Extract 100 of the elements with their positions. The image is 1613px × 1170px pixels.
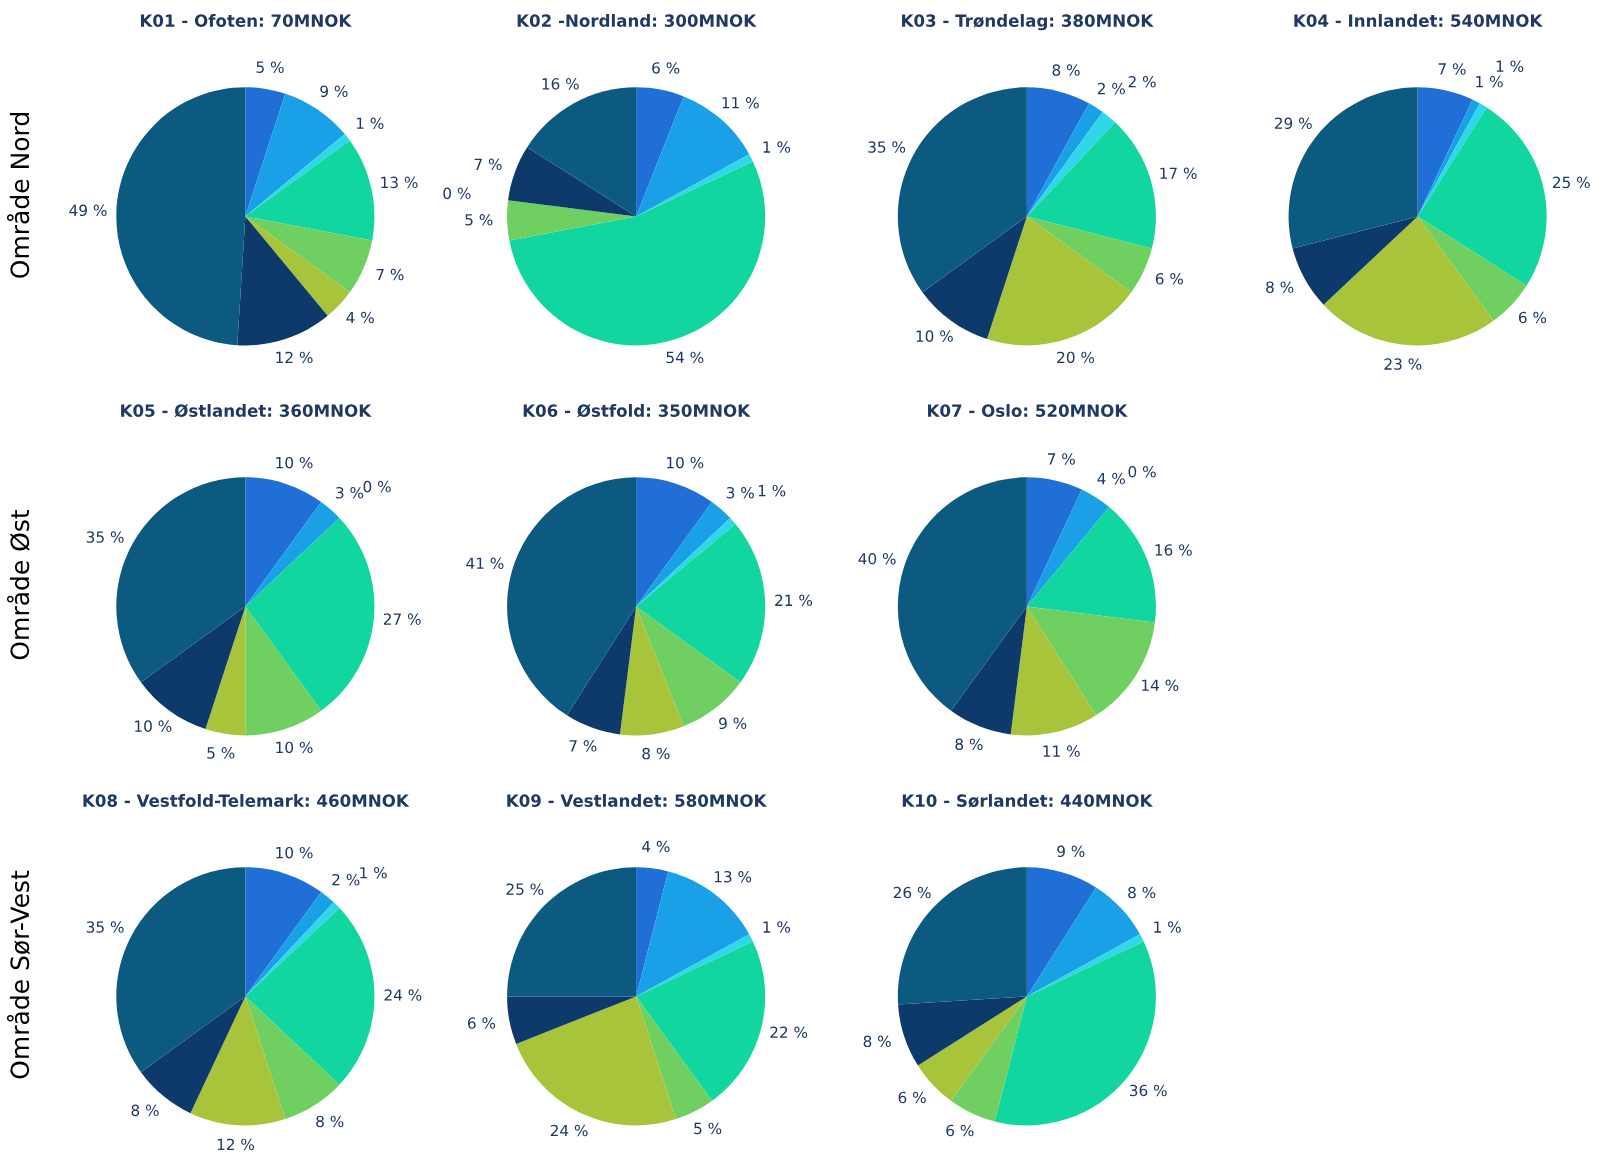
data-label: 6 % [652, 62, 680, 74]
pie-slice [245, 140, 375, 241]
data-label: 3 % [726, 486, 754, 499]
data-label: 10 % [276, 741, 313, 754]
pie-slice [245, 501, 340, 607]
pie-slice [1417, 107, 1547, 286]
data-label: 8 % [1052, 64, 1080, 76]
data-label: 4 % [642, 840, 670, 853]
data-label: 54 % [666, 351, 704, 364]
chart-title: K09 - Vestlandet: 580MNOK [507, 794, 767, 807]
pie-slice [1026, 477, 1082, 607]
pie-slice [1026, 867, 1097, 997]
data-label: 7 % [569, 740, 597, 752]
data-label: 27 % [383, 613, 421, 625]
data-label: 7 % [474, 158, 502, 171]
data-label: 26 % [893, 886, 931, 899]
pie-slice [636, 87, 684, 217]
data-label: 7 % [1438, 63, 1466, 75]
data-label: 2 % [1097, 82, 1125, 95]
data-label: 10 % [667, 456, 704, 469]
pie-slice [507, 996, 637, 1044]
data-label: 24 % [384, 989, 422, 1001]
data-label: 7 % [376, 268, 404, 281]
pie-slice [205, 606, 246, 736]
pie-slice [190, 996, 286, 1126]
pie-slice [509, 161, 766, 346]
data-label: 24 % [550, 1124, 588, 1137]
data-label: 4 % [1097, 472, 1125, 485]
text: Område Øst [6, 509, 30, 660]
data-label: 36 % [1129, 1084, 1167, 1097]
data-label: 10 % [276, 456, 313, 469]
pie-slice [245, 518, 375, 711]
pie-slice [507, 200, 637, 241]
data-label: 2 % [332, 873, 360, 886]
data-label: 10 % [916, 330, 953, 342]
pie-slice [1026, 934, 1144, 997]
data-label: 6 % [1518, 311, 1547, 324]
pie-slice [636, 996, 712, 1120]
data-label: 8 % [642, 747, 670, 760]
data-label: 8 % [131, 1104, 159, 1117]
pie-slice [1417, 87, 1473, 217]
pie-slice [1026, 111, 1116, 217]
data-label: 1 % [1496, 60, 1524, 72]
pie-slice [245, 134, 350, 217]
data-label: 10 % [276, 846, 313, 859]
pie-slice [508, 147, 637, 217]
pie-slice [507, 477, 637, 716]
pie-slice [1417, 216, 1527, 321]
text: 0 % [443, 187, 471, 200]
text: Område Sør-Vest [6, 870, 31, 1079]
data-label: 41 % [466, 557, 504, 570]
data-label: 1 % [1476, 75, 1503, 88]
data-label: 1 % [356, 117, 384, 130]
pie-slice [1026, 122, 1156, 249]
pie-slice [1292, 216, 1418, 305]
pie-slice [1026, 87, 1090, 217]
data-label: 8 % [1266, 281, 1294, 293]
data-label: 9 % [719, 717, 747, 730]
data-label: 5 % [694, 1122, 722, 1135]
pie-slice [636, 477, 712, 607]
pie-slice [636, 871, 750, 997]
pie-slice [1026, 887, 1140, 997]
pie-slice [245, 87, 286, 217]
pie-slice [566, 606, 637, 735]
data-label: 9 % [320, 85, 348, 97]
pie-slice [1026, 489, 1110, 607]
pie-slice [1323, 216, 1494, 346]
pie-slice [245, 477, 322, 607]
data-label: 12 % [217, 1138, 255, 1151]
data-label: 6 % [467, 1017, 496, 1029]
pie-slice [986, 216, 1132, 346]
pie-slice [1026, 103, 1103, 217]
data-label: 1 % [763, 921, 791, 933]
data-label: 13 % [714, 870, 752, 883]
data-label: 23 % [1384, 358, 1422, 370]
pie-slice [245, 216, 373, 293]
data-label: 5 % [256, 61, 284, 73]
data-label: 9 % [1057, 845, 1085, 858]
data-label: 1 % [763, 141, 791, 153]
chart-title: K07 - Oslo: 520MNOK [928, 404, 1128, 417]
data-label: 6 % [898, 1091, 926, 1104]
data-label: 8 % [316, 1115, 344, 1128]
pie-slice [1026, 506, 1156, 623]
data-label: 8 % [1128, 886, 1156, 899]
data-label: 6 % [946, 1124, 974, 1137]
data-label: 7 % [1047, 453, 1075, 465]
chart-title: K01 - Ofoten: 70MNOK [140, 14, 352, 27]
chart-title: K10 - Sørlandet: 440MNOK [902, 794, 1153, 808]
data-label: 22 % [770, 1026, 808, 1039]
pie-slice [897, 477, 1027, 711]
data-label: 14 % [1142, 679, 1179, 692]
chart-title: K08 - Vestfold-Telemark: 460MNOK [83, 794, 410, 807]
data-label: 3 % [336, 486, 364, 499]
pie-slice [507, 867, 637, 997]
data-label: 16 % [1155, 544, 1192, 556]
data-label: 8 % [955, 738, 983, 750]
text: 0 % [1128, 466, 1156, 478]
pie-slice [116, 87, 246, 346]
pie-slice [636, 501, 731, 607]
data-label: 17 % [1160, 167, 1197, 180]
